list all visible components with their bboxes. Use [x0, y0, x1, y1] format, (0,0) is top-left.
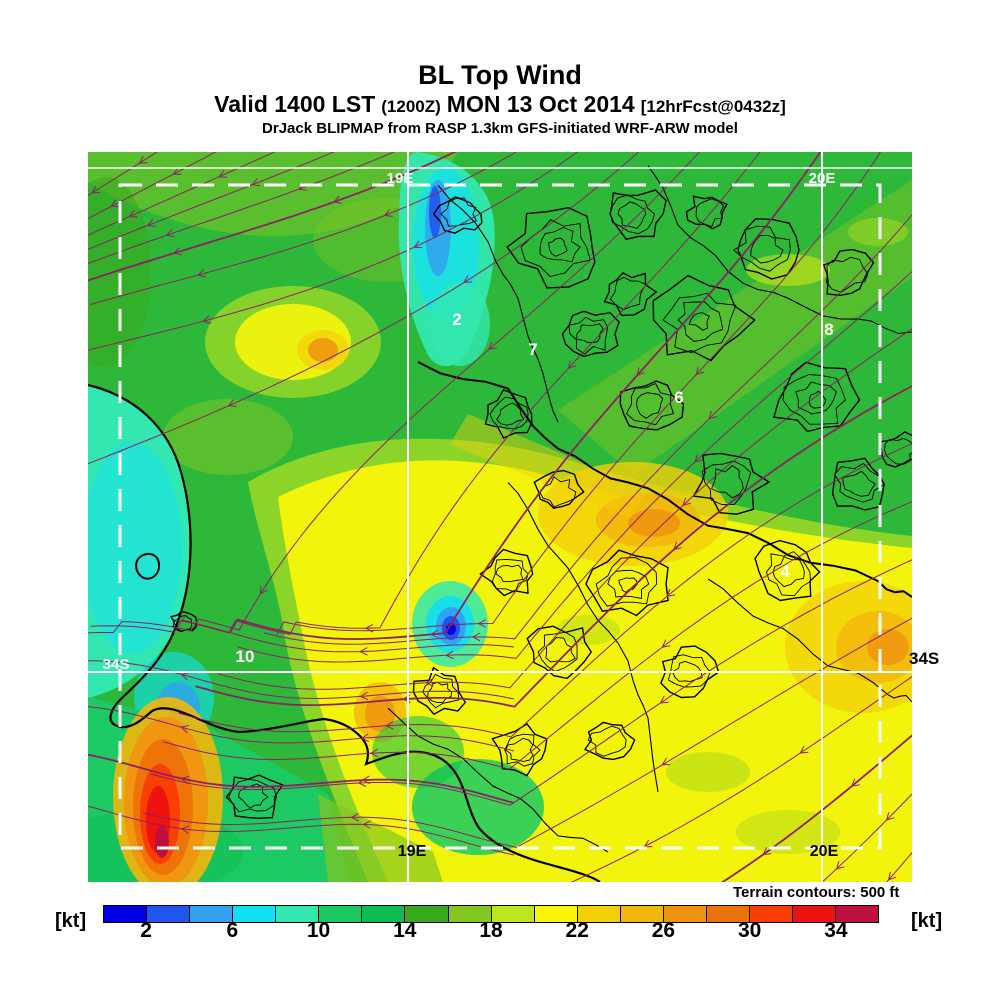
colorbar-segment	[319, 906, 363, 922]
colorbar-tick-label: 18	[479, 919, 503, 942]
meridian-label-19e-bottom: 19E	[398, 843, 427, 860]
colorbar-segment	[147, 906, 191, 922]
colorbar-segment	[276, 906, 320, 922]
spot-value-label: 10	[236, 647, 255, 666]
colorbar-segment	[448, 906, 492, 922]
model-domain-boundary	[118, 183, 882, 850]
latlon-grid	[88, 152, 912, 882]
colorbar-tick-label: 26	[651, 919, 676, 942]
map-canvas: 19E 20E 34S 19E 20E 2 7 6 8 4 10	[53, 147, 941, 897]
colorbar-segment	[663, 906, 707, 922]
meridian-label-19e-top: 19E	[387, 170, 414, 187]
parallel-label-34s-left: 34S	[103, 656, 130, 673]
colorbar-segment	[405, 906, 449, 922]
spot-value-label: 6	[674, 388, 683, 407]
spot-value-label: 4	[780, 562, 790, 581]
colorbar-segment	[793, 906, 837, 922]
colorbar-tick-label: 30	[737, 919, 762, 942]
model-line: DrJack BLIPMAP from RASP 1.3km GFS-initi…	[262, 119, 738, 137]
wind-speed-field	[53, 152, 941, 897]
island-outline	[135, 552, 161, 580]
colorbar-segment	[491, 906, 535, 922]
forecast-map: 19E 20E 34S 19E 20E 2 7 6 8 4 10	[53, 147, 941, 897]
colorbar-tick-label: 14	[393, 919, 417, 942]
zulu-time: (1200Z)	[381, 97, 441, 117]
valid-time-line: Valid 1400 LST (1200Z) MON 13 Oct 2014 [12h…	[0, 91, 1000, 118]
valid-time: Valid 1400 LST	[214, 91, 376, 118]
coastline	[87, 383, 601, 883]
spot-value-label: 7	[528, 340, 537, 359]
colorbar-tick-label: 34	[824, 919, 848, 942]
colorbar-segment	[362, 906, 406, 922]
spot-value-label: 2	[452, 310, 461, 329]
colorbar-segment	[749, 906, 793, 922]
colorbar-segment	[104, 906, 148, 922]
colorbar-segment	[190, 906, 234, 922]
colorbar-units-right: [kt]	[911, 910, 943, 932]
colorbar-segment	[233, 906, 277, 922]
colorbar-tick-label: 22	[565, 919, 589, 942]
terrain-contour-lines	[170, 165, 926, 853]
colorbar-segment	[534, 906, 578, 922]
wind-streamlines	[78, 147, 917, 891]
colorbar-tick-label: 2	[140, 919, 152, 942]
colorbar	[103, 905, 879, 923]
colorbar-segment	[577, 906, 621, 922]
colorbar-tick-label: 10	[306, 919, 331, 942]
colorbar-segment	[836, 906, 879, 922]
colorbar-segment	[620, 906, 664, 922]
spot-value-label: 8	[824, 320, 833, 339]
terrain-contours-note: Terrain contours: 500 ft	[733, 884, 900, 901]
colorbar-segment	[706, 906, 750, 922]
map-header: BL Top Wind Valid 1400 LST (1200Z) MON 13 …	[0, 60, 1000, 138]
meridian-label-20e-bottom: 20E	[810, 843, 839, 860]
meridian-label-20e-top: 20E	[809, 170, 836, 187]
page-title: BL Top Wind	[418, 60, 582, 90]
valid-date: MON 13 Oct 2014	[446, 91, 635, 118]
parallel-label-34s-right: 34S	[909, 649, 940, 668]
colorbar-tick-label: 6	[226, 919, 239, 942]
map-labels: 19E 20E 34S 19E 20E 2 7 6 8 4 10	[103, 170, 839, 860]
colorbar-units-left: [kt]	[55, 910, 87, 932]
forecast-init: [12hrFcst@0432z]	[640, 97, 786, 117]
